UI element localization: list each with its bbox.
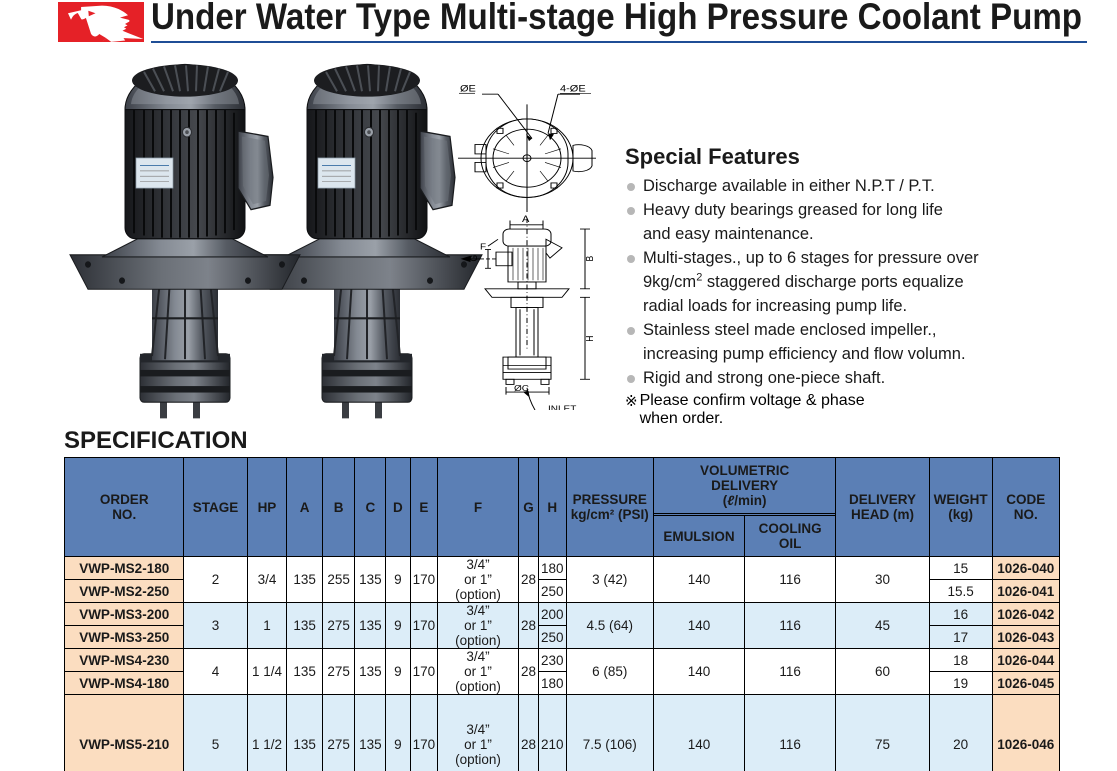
svg-text:H: H xyxy=(584,336,595,342)
svg-text:F: F xyxy=(480,242,486,251)
svg-text:B: B xyxy=(584,256,595,262)
svg-text:A: A xyxy=(522,215,530,225)
svg-text:ØE: ØE xyxy=(460,84,476,94)
svg-text:4-ØE: 4-ØE xyxy=(560,84,586,94)
svg-text:ØC: ØC xyxy=(514,384,529,393)
svg-text:G: G xyxy=(468,255,479,262)
svg-text:INLET: INLET xyxy=(548,404,577,410)
